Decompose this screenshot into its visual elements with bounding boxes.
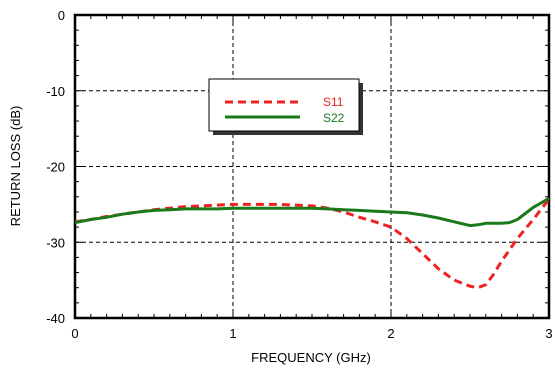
series-line-s22 — [74, 197, 550, 228]
x-tick-label: 0 — [71, 326, 78, 341]
legend-label-s11: S11 — [323, 95, 344, 109]
y-tick-label: 0 — [58, 8, 65, 23]
y-axis-title: RETURN LOSS (dB) — [8, 106, 23, 227]
legend: S11 S22 — [208, 78, 363, 135]
x-tick-label: 1 — [229, 326, 236, 341]
legend-label-s22: S22 — [323, 111, 345, 125]
x-tick-label: 2 — [387, 326, 394, 341]
legend-box — [208, 78, 360, 132]
grid — [75, 15, 549, 318]
ticks — [74, 14, 550, 319]
y-tick-label: -30 — [46, 235, 65, 250]
series-layer — [74, 197, 551, 290]
x-axis-title: FREQUENCY (GHz) — [251, 350, 371, 365]
y-tick-label: -40 — [46, 311, 65, 326]
y-tick-label: -20 — [46, 160, 65, 175]
y-tick-label: -10 — [46, 84, 65, 99]
x-tick-label: 3 — [545, 326, 552, 341]
tick-labels: 0 1 2 3 0 -10 -20 -30 -40 — [46, 8, 552, 341]
